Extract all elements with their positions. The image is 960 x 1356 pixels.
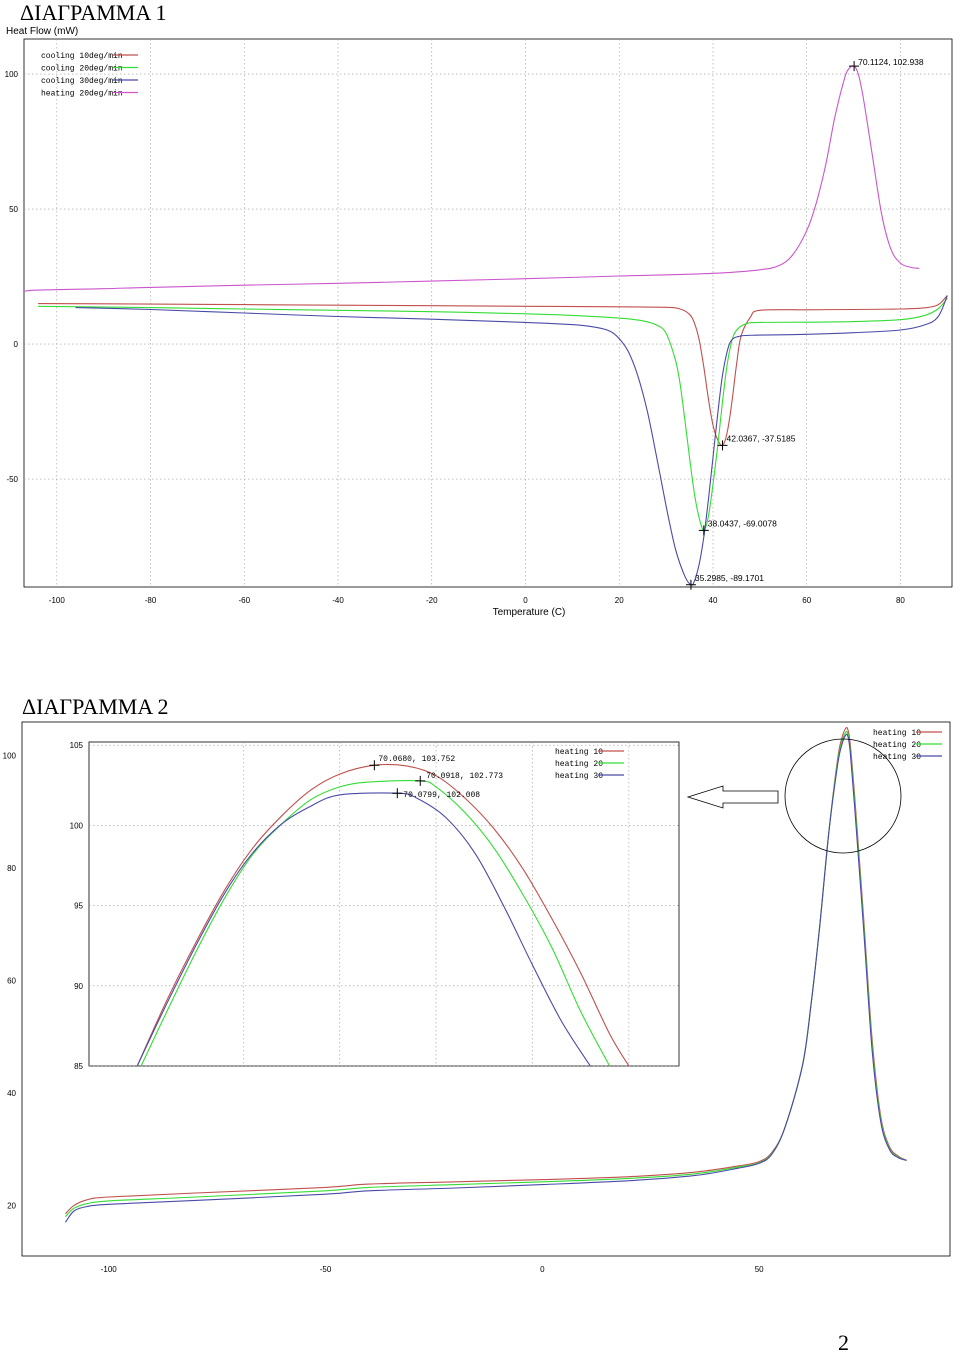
chart-1-y-tick-label: 100 <box>5 70 19 79</box>
chart-1-series-line-4 <box>23 65 920 292</box>
chart-2-series <box>64 727 907 1223</box>
chart-1-legend-label-2: cooling 20deg/min <box>41 65 123 74</box>
chart-1-x-tick-label: 80 <box>896 596 905 605</box>
inset-series-line-2 <box>140 780 611 1067</box>
chart-1: -100 -80 -60 -40 -20 0 20 40 60 80 -50 0 50 100 70.11… <box>5 26 953 618</box>
inset-tick-labels: 85 90 95 100 105 <box>70 741 84 1071</box>
chart-1-annotation-marker-3 <box>698 525 709 536</box>
inset-legend-label-3: heating 30 <box>555 772 603 781</box>
inset-series <box>136 763 630 1067</box>
inset-legend-label-2: heating 20 <box>555 760 603 769</box>
chart-1-x-tick-label: -20 <box>426 596 438 605</box>
diagram-2-heading: ΔΙΑΓΡΑΜΜΑ 2 <box>22 694 169 719</box>
chart-1-series-line-1 <box>38 295 948 447</box>
inset-legend: heating 10 heating 20 heating 30 <box>555 748 624 781</box>
chart-1-x-tick-label: 40 <box>709 596 718 605</box>
chart-1-x-tick-label: -80 <box>145 596 157 605</box>
chart-1-annotation-marker-4 <box>685 579 696 590</box>
inset-annotations: 70.0680, 103.752 70.0918, 102.773 70.0799,… <box>369 755 503 800</box>
inset-annotation-label-3: 70.0799, 102.008 <box>403 791 480 800</box>
chart-1-y-axis-title: Heat Flow (mW) <box>6 26 78 37</box>
chart-2-legend-label-2: heating 20 <box>873 741 921 750</box>
inset-series-line-1 <box>136 763 630 1067</box>
chart-1-annotations: 70.1124, 102.938 42.0367, -37.5185 38.0437… <box>685 57 924 590</box>
chart-1-y-tick-label: -50 <box>6 475 18 484</box>
inset-annotation-marker-2 <box>415 775 426 786</box>
diagram-1-heading: ΔΙΑΓΡΑΜΜΑ 1 <box>20 0 167 25</box>
chart-2-y-tick-label: 100 <box>3 752 17 761</box>
chart-1-series-line-2 <box>38 297 948 531</box>
chart-1-legend-label-1: cooling 10deg/min <box>41 52 123 61</box>
chart-1-annotation-label-1: 70.1124, 102.938 <box>858 57 924 67</box>
chart-2-x-tick-label: -100 <box>101 1265 118 1274</box>
inset-annotation-marker-1 <box>369 760 380 771</box>
inset-annotation-label-2: 70.0918, 102.773 <box>426 772 503 781</box>
chart-1-y-tick-label: 0 <box>14 340 19 349</box>
chart-1-tick-labels: -100 -80 -60 -40 -20 0 20 40 60 80 -50 0 50 100 <box>5 70 906 605</box>
chart-2-y-tick-label: 40 <box>7 1089 16 1098</box>
chart-1-x-tick-label: -40 <box>332 596 344 605</box>
chart-2-legend-label-3: heating 30 <box>873 753 921 762</box>
zoom-arrow-icon <box>686 785 779 809</box>
chart-1-annotation-marker-2 <box>717 440 728 451</box>
inset-annotation-label-1: 70.0680, 103.752 <box>378 755 455 764</box>
chart-1-legend-label-4: heating 20deg/min <box>41 90 123 99</box>
page-number: 2 <box>838 1330 849 1355</box>
inset-annotation-marker-3 <box>392 788 403 799</box>
chart-2-legend: heating 10 heating 20 heating 30 <box>873 729 942 762</box>
chart-1-series-line-3 <box>75 295 948 586</box>
chart-1-grid <box>24 39 952 587</box>
chart-1-annotation-marker-1 <box>849 61 860 72</box>
chart-1-annotation-label-2: 42.0367, -37.5185 <box>727 433 796 443</box>
chart-1-x-tick-label: -100 <box>49 596 66 605</box>
chart-2-series-line-3 <box>64 733 907 1223</box>
chart-2-y-tick-label: 80 <box>7 864 16 873</box>
chart-1-x-tick-label: 20 <box>615 596 624 605</box>
zoom-region-circle <box>784 738 902 854</box>
inset-y-tick-label: 105 <box>70 741 84 750</box>
chart-2-x-tick-label: 50 <box>755 1265 764 1274</box>
inset-series-line-3 <box>136 792 591 1067</box>
chart-1-x-tick-label: 0 <box>523 596 528 605</box>
chart-1-annotation-label-3: 38.0437, -69.0078 <box>708 518 777 528</box>
inset-legend-label-1: heating 10 <box>555 748 603 757</box>
chart-2-legend-label-1: heating 10 <box>873 729 921 738</box>
chart-2-tick-labels: -100 -50 0 50 20 40 60 80 100 <box>3 752 765 1274</box>
inset-y-tick-label: 85 <box>74 1062 83 1071</box>
chart-1-x-tick-label: 60 <box>802 596 811 605</box>
inset-plot-area <box>88 741 680 1067</box>
inset-y-tick-label: 95 <box>74 902 83 911</box>
chart-1-legend: cooling 10deg/min cooling 20deg/min coolin… <box>41 52 138 99</box>
chart-1-legend-label-3: cooling 30deg/min <box>41 77 123 86</box>
chart-1-y-tick-label: 50 <box>9 205 18 214</box>
chart-1-x-tick-label: -60 <box>239 596 251 605</box>
chart-2-x-tick-label: -50 <box>320 1265 332 1274</box>
inset-y-tick-label: 100 <box>70 821 84 830</box>
chart-2-y-tick-label: 20 <box>7 1201 16 1210</box>
chart-1-annotation-label-4: 35.2985, -89.1701 <box>695 573 764 583</box>
chart-1-x-axis-title: Temperature (C) <box>493 607 566 618</box>
chart-2-x-tick-label: 0 <box>540 1265 545 1274</box>
chart-2-inset: 85 90 95 100 105 70.0680, 103.752 70.0918, 10… <box>70 741 680 1071</box>
chart-1-series <box>23 65 948 586</box>
chart-2-y-tick-label: 60 <box>7 977 16 986</box>
inset-y-tick-label: 90 <box>74 982 83 991</box>
